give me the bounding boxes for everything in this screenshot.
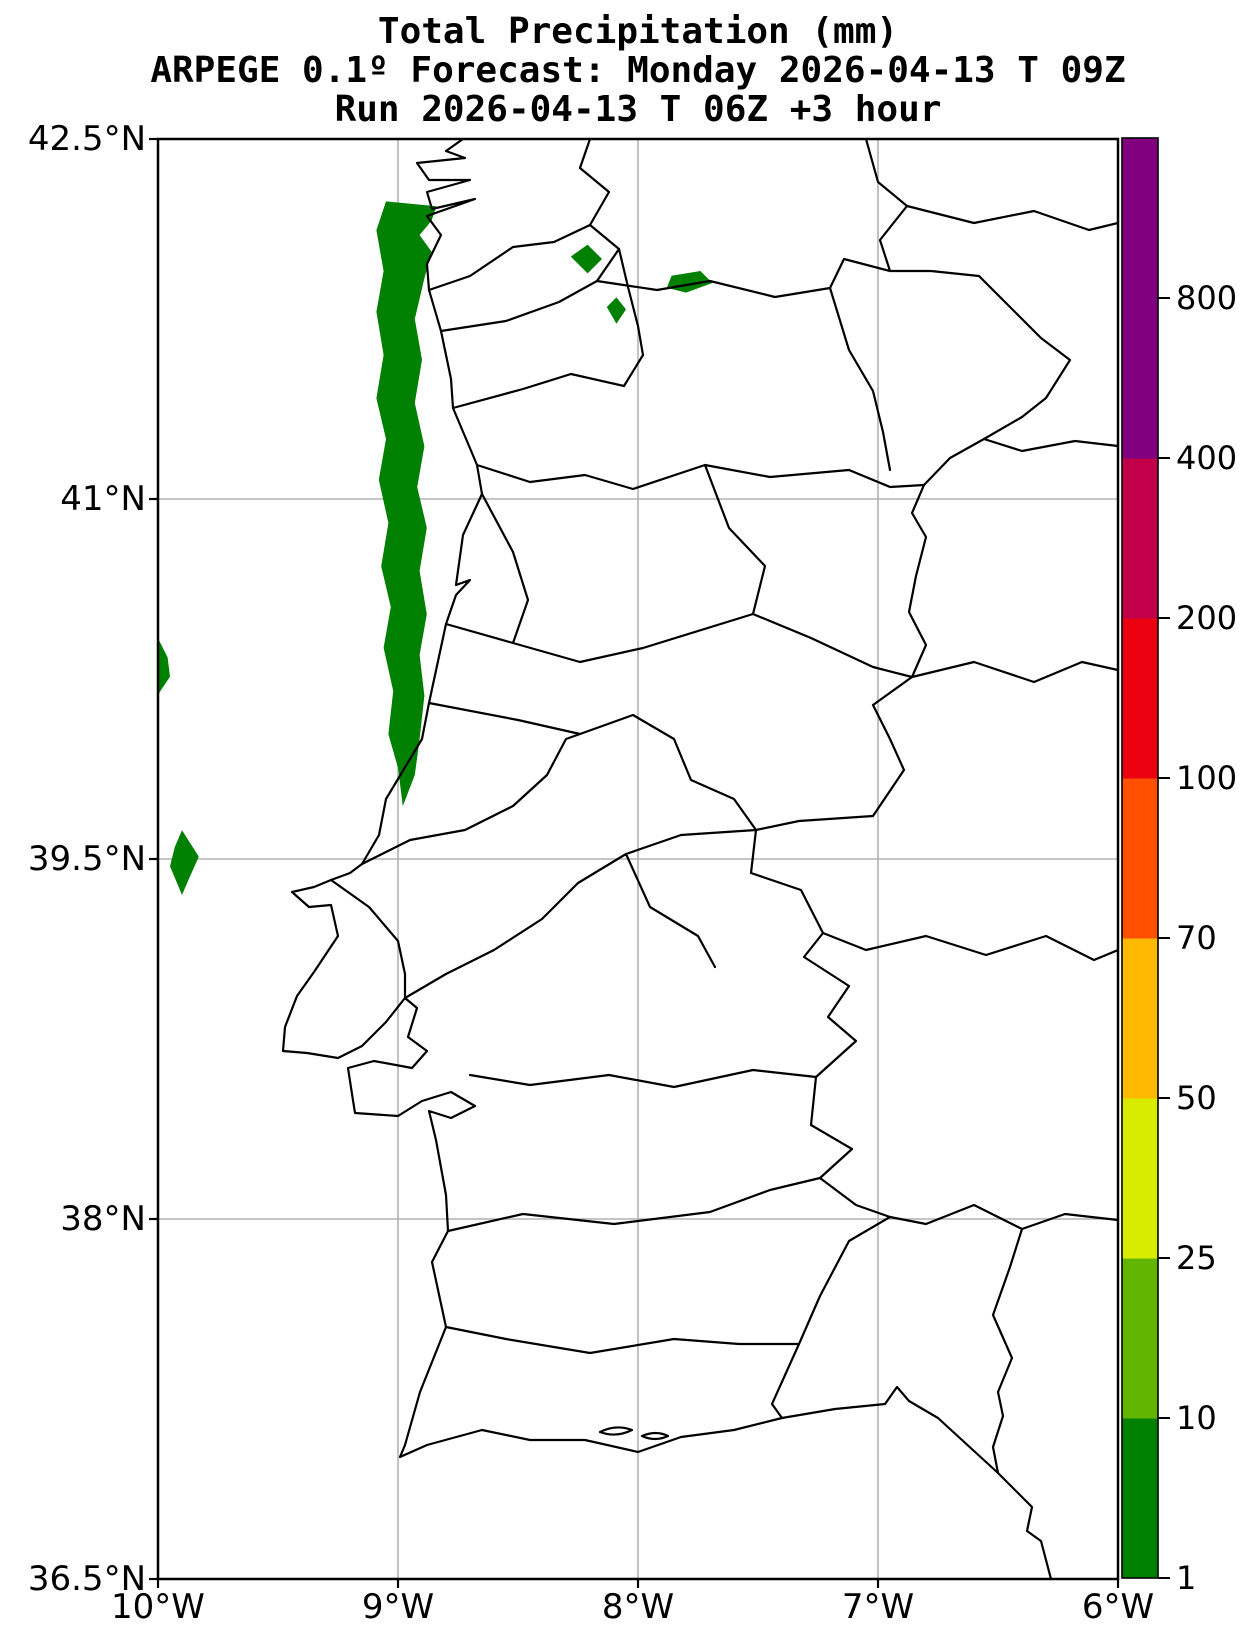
lon-tick-label-0: 10°W — [111, 1587, 205, 1627]
lon-tick-label-1: 9°W — [361, 1587, 435, 1627]
colorbar-segment-extend — [1122, 138, 1158, 299]
colorbar-segment-70 — [1122, 778, 1158, 939]
axis-ticks — [149, 137, 1120, 1588]
lat-tick-label-3: 38°N — [60, 1199, 146, 1239]
colorbar-segment-100 — [1122, 618, 1158, 779]
lat-tick-label-1: 41°N — [60, 479, 146, 519]
precip-region-offshore-cell-39.5N — [170, 830, 199, 895]
map-boundary-path-4 — [598, 1426, 670, 1441]
title-line-2: ARPEGE 0.1º Forecast: Monday 2026-04-13 … — [150, 50, 1126, 91]
precip-region-peneda-cell — [606, 297, 626, 324]
figure-title-block: Total Precipitation (mm) ARPEGE 0.1º For… — [38, 12, 1238, 129]
precip-region-minho-cell — [570, 244, 602, 274]
lon-tick-label-2: 8°W — [601, 1587, 675, 1627]
map-boundary-path-3 — [578, 139, 1118, 1475]
lat-tick-label-2: 39.5°N — [27, 839, 146, 879]
precipitation-shading — [158, 201, 713, 895]
colorbar-segment-1 — [1122, 1418, 1158, 1579]
map-boundary-path-1 — [427, 223, 1072, 1420]
colorbar-segment-50 — [1122, 938, 1158, 1099]
colorbar-segment-400 — [1122, 298, 1158, 459]
colorbar-tick-label-200: 200 — [1176, 599, 1238, 637]
colorbar-segment-10 — [1122, 1258, 1158, 1419]
base-map-boundaries — [281, 139, 1118, 1579]
lat-tick-label-4: 36.5°N — [27, 1559, 146, 1599]
lon-tick-label-3: 7°W — [841, 1587, 915, 1627]
map-boundary-path-2 — [329, 247, 926, 1355]
colorbar-tick-label-400: 400 — [1176, 439, 1238, 477]
colorbar-segment-200 — [1122, 458, 1158, 619]
colorbar-tick-label-100: 100 — [1176, 759, 1238, 797]
map-boundary-path-0 — [281, 139, 1053, 1579]
colorbar-tick-label-25: 25 — [1176, 1239, 1217, 1277]
title-line-3: Run 2026-04-13 T 06Z +3 hour — [334, 89, 942, 130]
precip-region-atlantic-coastal-band — [376, 201, 437, 807]
title-line-1: Total Precipitation (mm) — [377, 11, 899, 52]
colorbar-outline — [1121, 137, 1159, 1579]
colorbar-tick-label-50: 50 — [1176, 1079, 1217, 1117]
colorbar — [1121, 137, 1170, 1579]
colorbar-segment-25 — [1122, 1098, 1158, 1259]
colorbar-tick-label-10: 10 — [1176, 1399, 1217, 1437]
colorbar-tick-label-1: 1 — [1176, 1559, 1197, 1597]
lon-tick-label-4: 6°W — [1081, 1587, 1155, 1627]
precip-region-west-edge-cell — [158, 638, 170, 696]
colorbar-tick-label-800: 800 — [1176, 279, 1238, 317]
gridlines — [158, 139, 1118, 1579]
lat-tick-label-0: 42.5°N — [27, 119, 146, 159]
colorbar-tick-label-70: 70 — [1176, 919, 1217, 957]
